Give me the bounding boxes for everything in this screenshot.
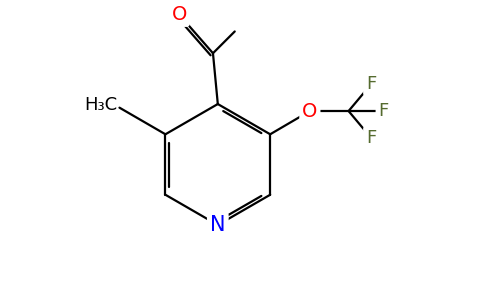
Text: N: N: [210, 215, 226, 235]
Text: F: F: [378, 102, 389, 120]
Text: O: O: [302, 101, 318, 121]
Text: H₃C: H₃C: [84, 96, 117, 114]
Text: F: F: [366, 75, 376, 93]
Text: O: O: [171, 5, 187, 24]
Text: F: F: [366, 129, 376, 147]
